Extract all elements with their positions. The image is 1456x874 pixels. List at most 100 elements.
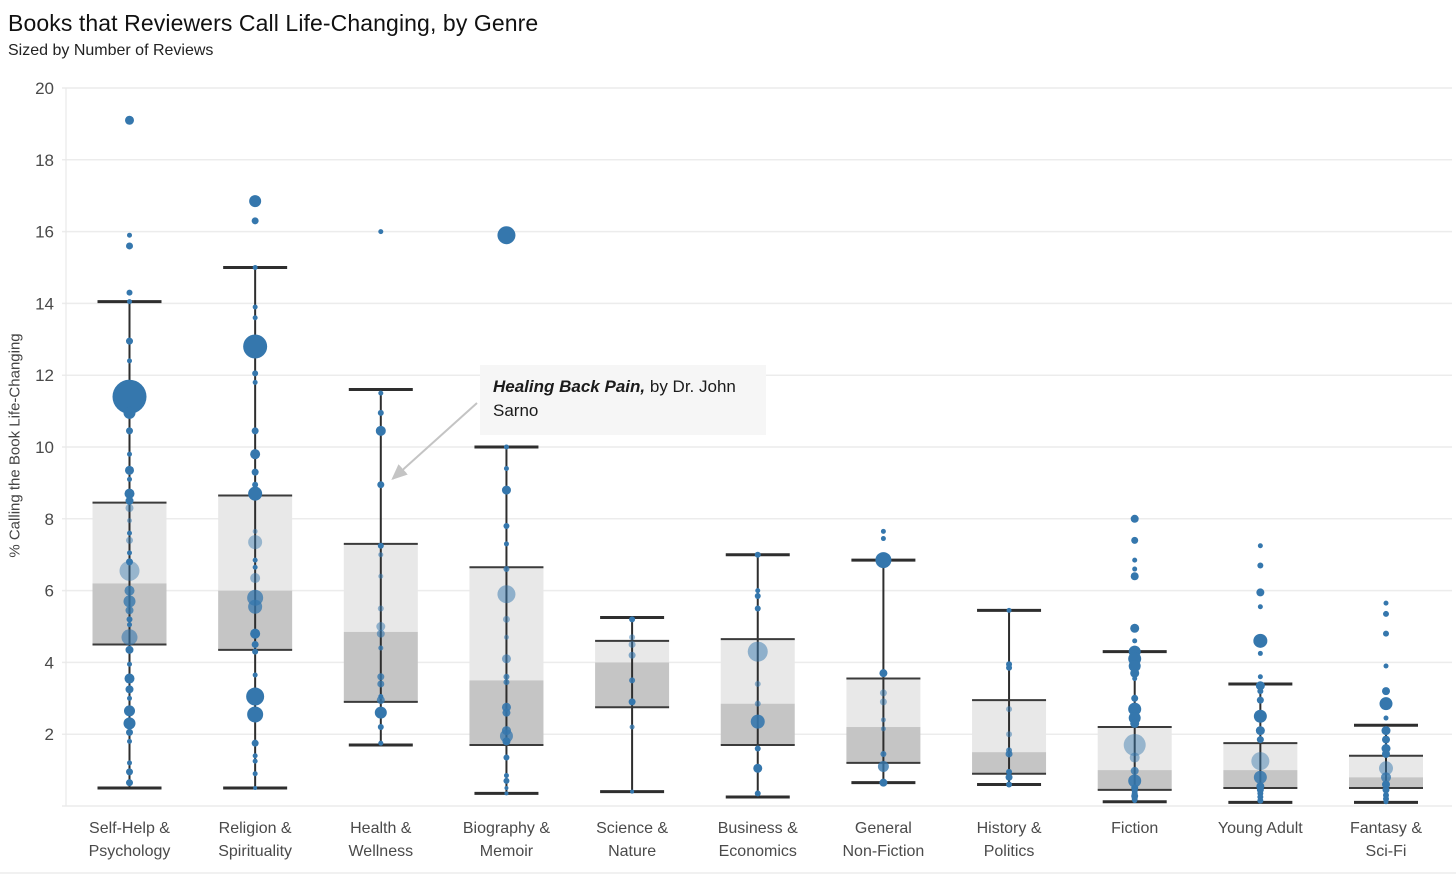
x-axis-label: Fiction — [1065, 817, 1205, 840]
data-point — [1128, 702, 1142, 716]
data-point — [1130, 766, 1139, 775]
data-point — [1006, 768, 1013, 775]
data-point — [1131, 536, 1139, 544]
data-point — [251, 427, 259, 435]
data-point — [378, 229, 384, 235]
data-point — [1130, 572, 1139, 581]
data-point — [252, 481, 259, 488]
data-point — [126, 616, 133, 623]
x-axis-label-line: Psychology — [88, 843, 171, 861]
data-point — [1379, 697, 1393, 711]
data-point — [1005, 750, 1013, 758]
data-point — [1132, 676, 1138, 682]
annotation-book-title: Healing Back Pain, — [493, 377, 646, 396]
data-point — [1130, 718, 1140, 728]
x-axis-label-line: Health & — [350, 820, 412, 837]
x-axis-label-line: Science & — [596, 820, 669, 837]
data-point — [119, 560, 140, 581]
data-point — [126, 768, 133, 776]
data-point — [754, 700, 761, 707]
data-point — [121, 629, 138, 646]
data-point — [248, 486, 263, 501]
data-point — [1006, 781, 1013, 788]
data-point — [629, 677, 636, 684]
data-point — [750, 714, 765, 729]
annotation-arrow — [391, 402, 478, 481]
data-point — [125, 465, 134, 475]
data-point — [249, 195, 262, 208]
data-point — [127, 760, 132, 766]
data-point — [629, 724, 635, 730]
x-axis-label: Business & Economics — [688, 817, 828, 863]
data-point — [253, 786, 258, 791]
data-point — [378, 552, 384, 558]
x-axis-label: General Non-Fiction — [813, 817, 953, 863]
data-point — [252, 771, 258, 777]
data-point — [1132, 798, 1138, 804]
data-point — [502, 708, 511, 717]
data-point — [127, 299, 132, 305]
data-point — [124, 488, 135, 499]
data-point — [1005, 773, 1013, 781]
data-point — [504, 786, 509, 791]
data-point — [1006, 664, 1013, 671]
data-point — [1129, 752, 1140, 763]
x-axis-label-line: Sci-Fi — [1365, 843, 1407, 861]
x-axis-label-line: Wellness — [348, 843, 414, 861]
data-point — [497, 226, 516, 245]
bottom-edge-divider — [0, 872, 1456, 874]
x-axis-label-line: Biography & — [462, 820, 551, 837]
data-point — [1130, 668, 1140, 678]
x-axis-label-line: Fantasy & — [1349, 820, 1423, 837]
data-point — [754, 551, 761, 558]
data-point — [754, 745, 761, 752]
data-point — [112, 379, 147, 414]
data-point — [1256, 736, 1264, 744]
data-point — [252, 528, 258, 534]
data-point — [503, 679, 510, 686]
data-point — [246, 687, 265, 706]
data-point — [1257, 543, 1263, 549]
data-point — [503, 772, 509, 778]
data-point — [127, 358, 132, 364]
data-point — [880, 726, 886, 732]
data-point — [378, 740, 384, 746]
data-point — [1251, 752, 1270, 771]
data-point — [1253, 709, 1267, 723]
data-point — [503, 634, 509, 640]
x-axis-label-line: Spirituality — [218, 843, 293, 861]
data-point — [1383, 610, 1389, 617]
data-point — [377, 409, 384, 416]
y-tick-label: 10 — [35, 438, 54, 457]
data-point — [378, 390, 384, 396]
x-axis-label-line: Young Adult — [1217, 820, 1303, 837]
data-point — [127, 661, 132, 667]
data-point — [754, 790, 761, 797]
data-point — [251, 739, 259, 747]
data-point — [252, 304, 258, 310]
data-point — [123, 595, 136, 608]
x-axis-label-line: Fiction — [1111, 820, 1159, 837]
data-point — [1130, 623, 1140, 633]
data-point — [126, 728, 133, 736]
data-point — [252, 758, 258, 764]
data-point — [250, 628, 261, 639]
data-point — [1383, 600, 1389, 606]
data-point — [755, 588, 761, 594]
data-point — [126, 558, 133, 566]
chart-subtitle: Sized by Number of Reviews — [8, 42, 214, 59]
y-tick-label: 6 — [45, 582, 54, 601]
data-point — [376, 696, 385, 705]
data-point — [503, 566, 510, 573]
data-point — [879, 698, 887, 706]
data-point — [497, 585, 516, 604]
data-point — [1255, 726, 1265, 736]
data-point — [1383, 799, 1389, 805]
data-point — [1128, 774, 1142, 788]
data-point — [754, 605, 761, 612]
data-point — [1257, 562, 1264, 569]
data-point — [376, 622, 386, 631]
data-point — [754, 592, 761, 599]
